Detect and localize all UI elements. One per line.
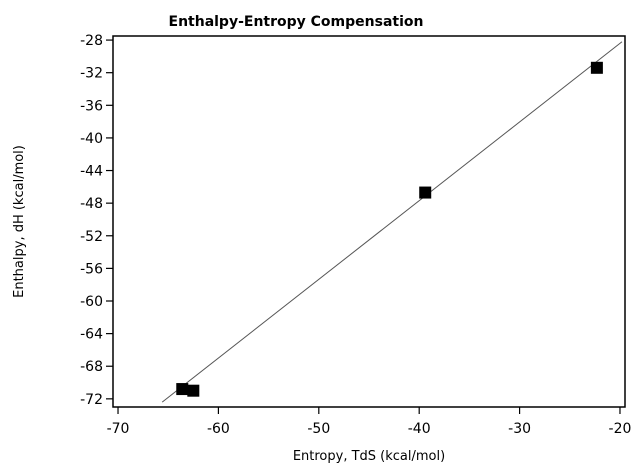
plot-frame — [112, 35, 626, 408]
data-points — [176, 61, 603, 397]
y-tick-label: -44 — [80, 164, 103, 180]
data-point — [419, 186, 432, 199]
data-point — [590, 61, 603, 74]
x-tick-label: -50 — [307, 421, 330, 437]
fit-line-group — [161, 41, 623, 403]
y-tick-label: -64 — [80, 327, 103, 343]
y-tick-label: -48 — [80, 196, 103, 212]
y-tick-label: -40 — [80, 131, 103, 147]
chart-title: Enthalpy-Entropy Compensation — [169, 14, 424, 30]
data-point — [176, 383, 189, 396]
y-tick-label: -28 — [80, 33, 103, 49]
x-tick-label: -20 — [609, 421, 632, 437]
y-tick-label: -72 — [80, 392, 103, 408]
y-tick-label: -56 — [80, 261, 103, 277]
y-axis-label: Enthalpy, dH (kcal/mol) — [12, 145, 27, 298]
x-tick-label: -60 — [207, 421, 230, 437]
fit-line — [161, 41, 623, 403]
x-tick-label: -40 — [408, 421, 431, 437]
x-axis-label: Entropy, TdS (kcal/mol) — [293, 449, 445, 464]
x-tick-label: -30 — [508, 421, 531, 437]
y-tick-label: -60 — [80, 294, 103, 310]
x-tick-label: -70 — [107, 421, 130, 437]
y-tick-label: -36 — [80, 98, 103, 114]
y-tick-label: -68 — [80, 359, 103, 375]
y-tick-label: -32 — [80, 66, 103, 82]
y-axis: -28 -32 -36 -40 -44 -48 -52 -56 -60 -64 -68 -72 — [80, 33, 113, 408]
y-tick-label: -52 — [80, 229, 103, 245]
data-point — [187, 384, 200, 397]
x-axis: -70 -60 -50 -40 -30 -20 — [107, 407, 632, 437]
